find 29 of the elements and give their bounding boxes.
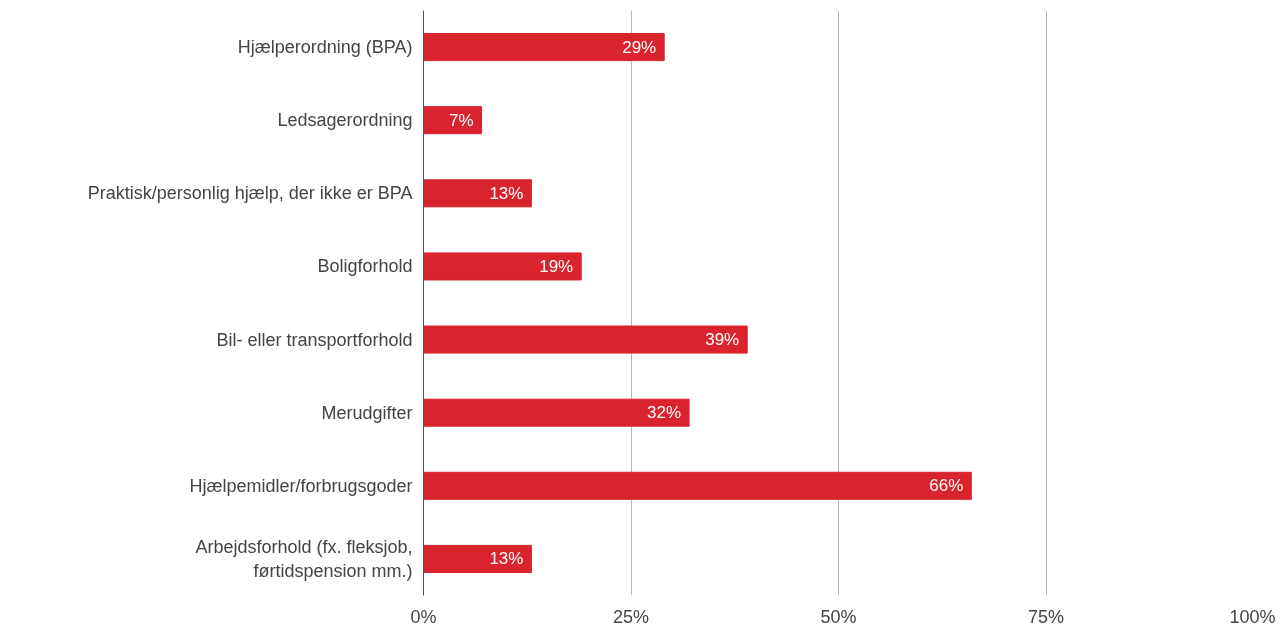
y-tick-label: Praktisk/personlig hjælp, der ikke er BPA bbox=[87, 183, 413, 204]
bar bbox=[423, 252, 582, 281]
data-label: 39% bbox=[705, 330, 740, 350]
bar bbox=[423, 544, 532, 573]
y-tick-label: Hjælperordning (BPA) bbox=[237, 37, 413, 58]
y-tick-label: Ledsagerordning bbox=[277, 110, 413, 131]
bar bbox=[423, 179, 532, 208]
x-tick-label: 25% bbox=[612, 606, 650, 627]
y-tick-label: Hjælpemidler/forbrugsgoder bbox=[189, 475, 413, 496]
data-label: 7% bbox=[449, 110, 474, 130]
y-tick-label: Bil- eller transportforhold bbox=[216, 329, 413, 350]
y-tick-label: Merudgifter bbox=[321, 402, 413, 423]
y-tick-label: Arbejdsforhold (fx. fleksjob, førtidspension mm.) bbox=[195, 536, 413, 581]
y-tick-label: Boligforhold bbox=[317, 256, 413, 277]
data-label: 13% bbox=[489, 183, 524, 203]
x-tick-label: 75% bbox=[1027, 606, 1065, 627]
data-label: 32% bbox=[647, 403, 682, 423]
data-label: 29% bbox=[622, 37, 657, 57]
bar bbox=[423, 106, 483, 135]
x-tick-label: 50% bbox=[820, 606, 857, 627]
data-label: 13% bbox=[489, 549, 524, 569]
bar bbox=[423, 33, 665, 62]
bar bbox=[423, 398, 690, 427]
bar bbox=[423, 325, 748, 354]
x-tick-label: 0% bbox=[410, 606, 437, 627]
data-label: 19% bbox=[539, 256, 574, 276]
data-label: 66% bbox=[929, 476, 964, 496]
x-tick-label: 100% bbox=[1229, 606, 1276, 627]
bar bbox=[423, 471, 972, 500]
